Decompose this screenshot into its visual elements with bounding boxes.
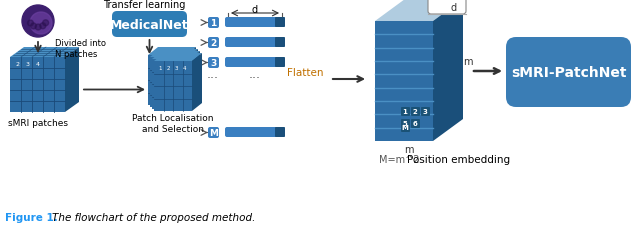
Text: d: d — [451, 3, 457, 13]
Text: m: m — [404, 144, 413, 154]
Polygon shape — [10, 58, 65, 113]
Circle shape — [43, 21, 49, 27]
Text: Divided into
N patches: Divided into N patches — [55, 39, 106, 58]
Polygon shape — [186, 48, 196, 106]
Circle shape — [28, 21, 33, 27]
Polygon shape — [375, 22, 433, 141]
FancyBboxPatch shape — [411, 119, 420, 128]
FancyBboxPatch shape — [275, 18, 285, 28]
Text: 2: 2 — [211, 39, 216, 48]
Text: 3: 3 — [26, 61, 30, 66]
FancyBboxPatch shape — [275, 127, 285, 137]
Polygon shape — [154, 62, 192, 111]
Text: 6: 6 — [413, 121, 417, 126]
Text: 2: 2 — [413, 109, 417, 114]
Text: 3: 3 — [211, 59, 216, 68]
Circle shape — [40, 24, 46, 30]
Text: ...: ... — [207, 68, 219, 81]
Text: 1: 1 — [403, 109, 408, 114]
Polygon shape — [192, 54, 202, 111]
Text: 4: 4 — [182, 65, 186, 70]
Text: MedicalNet: MedicalNet — [110, 18, 189, 31]
FancyBboxPatch shape — [208, 127, 219, 138]
Text: The flowchart of the proposed method.: The flowchart of the proposed method. — [52, 212, 255, 222]
Text: 1: 1 — [158, 65, 162, 70]
FancyBboxPatch shape — [225, 58, 285, 68]
Polygon shape — [10, 48, 79, 58]
Circle shape — [35, 25, 41, 31]
FancyBboxPatch shape — [208, 38, 219, 49]
Text: m: m — [463, 57, 473, 67]
Text: 2: 2 — [166, 65, 170, 70]
Text: M: M — [401, 124, 408, 131]
Polygon shape — [152, 52, 200, 60]
FancyBboxPatch shape — [411, 108, 420, 116]
FancyBboxPatch shape — [225, 127, 285, 137]
Polygon shape — [150, 50, 198, 58]
Text: Transfer learning: Transfer learning — [103, 0, 186, 10]
Text: ...: ... — [249, 68, 261, 81]
Text: 5: 5 — [403, 121, 408, 126]
Text: d: d — [252, 5, 258, 15]
Text: 3: 3 — [422, 109, 428, 114]
FancyBboxPatch shape — [421, 108, 430, 116]
Text: 2: 2 — [16, 61, 20, 66]
Polygon shape — [433, 0, 463, 141]
FancyBboxPatch shape — [401, 123, 410, 132]
FancyBboxPatch shape — [225, 18, 285, 28]
Polygon shape — [150, 58, 188, 108]
Polygon shape — [190, 52, 200, 109]
FancyBboxPatch shape — [506, 38, 631, 108]
FancyBboxPatch shape — [401, 108, 410, 116]
Text: M=m^2: M=m^2 — [379, 154, 419, 164]
Circle shape — [30, 13, 52, 35]
Text: Patch Localisation
and Selection: Patch Localisation and Selection — [132, 114, 214, 133]
FancyBboxPatch shape — [208, 18, 219, 29]
Text: sMRI-PatchNet: sMRI-PatchNet — [511, 66, 627, 80]
Polygon shape — [152, 60, 190, 109]
Text: M: M — [209, 128, 218, 137]
Polygon shape — [154, 54, 202, 62]
Text: 4: 4 — [36, 61, 40, 66]
FancyBboxPatch shape — [275, 38, 285, 48]
Polygon shape — [148, 48, 196, 56]
Text: sMRI patches: sMRI patches — [8, 118, 67, 127]
Polygon shape — [188, 50, 198, 108]
FancyBboxPatch shape — [208, 58, 219, 69]
FancyBboxPatch shape — [275, 58, 285, 68]
Circle shape — [22, 6, 54, 38]
FancyBboxPatch shape — [112, 12, 187, 38]
Polygon shape — [148, 56, 186, 106]
FancyBboxPatch shape — [401, 119, 410, 128]
FancyBboxPatch shape — [225, 38, 285, 48]
Text: 3: 3 — [174, 65, 178, 70]
Text: Figure 1.: Figure 1. — [5, 212, 58, 222]
FancyBboxPatch shape — [428, 0, 466, 15]
Text: 1: 1 — [211, 19, 216, 28]
Polygon shape — [375, 0, 463, 22]
Circle shape — [31, 24, 36, 30]
Text: Flatten: Flatten — [287, 68, 323, 78]
Text: Position embedding: Position embedding — [408, 154, 511, 164]
Polygon shape — [65, 48, 79, 113]
